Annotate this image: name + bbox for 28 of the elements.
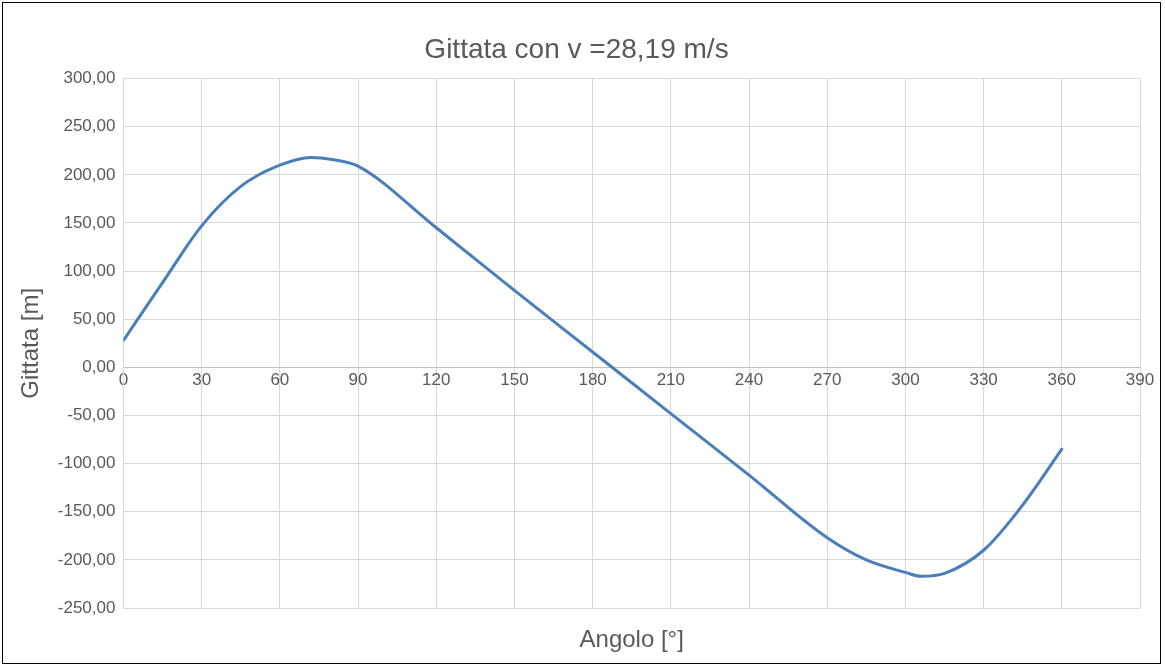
y-tick-label: -100,00 bbox=[57, 453, 116, 473]
x-tick-label: 240 bbox=[734, 370, 764, 390]
x-tick-label: 360 bbox=[1047, 370, 1076, 390]
x-tick-label: 210 bbox=[656, 370, 686, 390]
x-tick-label: 90 bbox=[348, 370, 368, 390]
y-tick-label: 200,00 bbox=[63, 164, 116, 184]
x-tick-label: 120 bbox=[422, 370, 451, 390]
y-tick-label: 50,00 bbox=[72, 308, 116, 328]
y-tick-label: 150,00 bbox=[63, 212, 116, 232]
y-tick-label: -50,00 bbox=[67, 405, 116, 425]
chart-title: Gittata con v =28,19 m/s bbox=[424, 32, 729, 64]
y-tick-label: 300,00 bbox=[63, 68, 116, 88]
x-tick-label: 30 bbox=[192, 370, 212, 390]
y-tick-label: 250,00 bbox=[63, 116, 116, 136]
x-tick-label: 300 bbox=[891, 370, 920, 390]
x-tick-label: 330 bbox=[969, 370, 998, 390]
y-tick-label: -150,00 bbox=[57, 501, 116, 521]
y-tick-label: -250,00 bbox=[57, 597, 116, 617]
x-axis-title: Angolo [°] bbox=[579, 624, 684, 652]
x-tick-label: 60 bbox=[270, 370, 290, 390]
y-axis-title: Gittata [m] bbox=[16, 287, 44, 399]
x-tick-label: 270 bbox=[813, 370, 842, 390]
x-tick-label: 390 bbox=[1125, 370, 1155, 390]
y-tick-label: -200,00 bbox=[57, 549, 116, 569]
x-tick-label: 150 bbox=[500, 370, 529, 390]
y-tick-label: 0,00 bbox=[82, 357, 116, 377]
x-tick-label: 180 bbox=[578, 370, 607, 390]
y-tick-label: 100,00 bbox=[63, 260, 116, 280]
